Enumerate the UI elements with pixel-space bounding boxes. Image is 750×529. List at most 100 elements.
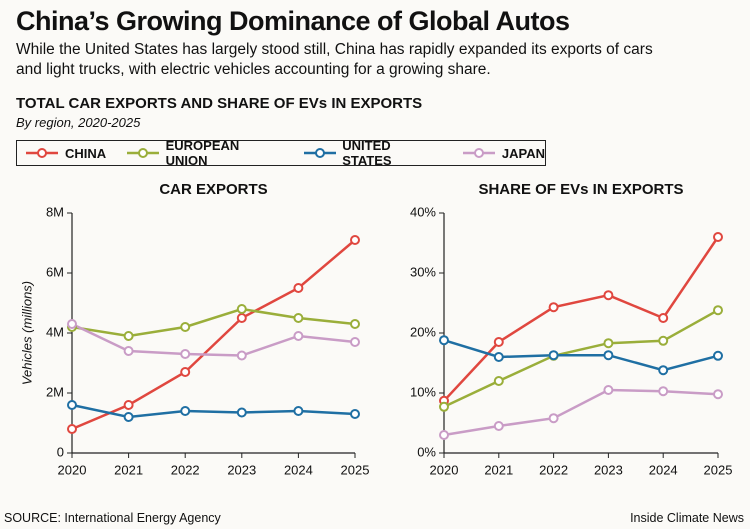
- data-point: [658, 365, 669, 376]
- legend-marker: [314, 148, 325, 158]
- x-tick-label: 2021: [484, 462, 513, 477]
- series-line: [443, 309, 719, 408]
- data-point: [713, 350, 723, 361]
- title: China’s Growing Dominance of Global Auto…: [16, 6, 570, 36]
- series-line: [71, 403, 356, 419]
- y-tick-label: 2M: [46, 384, 64, 399]
- data-point: [713, 389, 723, 400]
- x-tick-label: 2020: [430, 462, 459, 477]
- credit: Inside Climate News: [630, 511, 744, 525]
- data-point: [603, 338, 614, 349]
- data-point: [180, 349, 191, 359]
- data-point: [493, 376, 504, 386]
- data-point: [713, 232, 723, 242]
- legend-marker: [37, 148, 47, 158]
- legend-swatch: [462, 148, 495, 158]
- y-tick-label: 0%: [417, 444, 436, 459]
- subtitle: While the United States has largely stoo…: [16, 41, 653, 78]
- x-tick-label: 2022: [171, 462, 200, 477]
- data-point: [123, 346, 134, 356]
- data-point: [293, 331, 304, 341]
- data-point: [293, 283, 304, 293]
- data-point: [67, 400, 77, 410]
- data-point: [493, 337, 504, 347]
- y-tick-label: 10%: [410, 384, 436, 399]
- x-tick-label: 2022: [539, 462, 568, 477]
- x-tick-label: 2021: [114, 462, 143, 477]
- y-axis-label: Vehicles (millions): [19, 281, 34, 385]
- series-line: [71, 307, 356, 338]
- legend-item: UNITED STATES: [303, 138, 442, 168]
- legend-swatch: [127, 148, 160, 158]
- y-tick-label: 30%: [410, 264, 436, 279]
- data-point: [236, 407, 247, 418]
- y-tick-label: 0: [57, 444, 64, 459]
- data-point: [180, 367, 191, 377]
- x-tick-label: 2025: [704, 462, 733, 477]
- data-point: [236, 304, 247, 314]
- y-tick-label: 40%: [410, 204, 436, 219]
- legend-label: JAPAN: [501, 145, 545, 161]
- data-point: [603, 290, 614, 301]
- data-point: [293, 313, 304, 323]
- data-point: [439, 335, 449, 346]
- data-point: [439, 430, 449, 440]
- legend-swatch: [303, 148, 336, 158]
- series-line: [71, 239, 356, 431]
- section-title: TOTAL CAR EXPORTS AND SHARE OF EVs IN EX…: [16, 95, 423, 112]
- legend-marker: [473, 148, 484, 158]
- data-point: [123, 400, 134, 410]
- y-tick-label: 8M: [46, 204, 64, 219]
- section-subtitle: By region, 2020-2025: [16, 115, 141, 130]
- charts: CAR EXPORTS Vehicles (millions) 0 2M 4M 6M 8M 2…: [19, 181, 733, 477]
- series-line: [443, 236, 720, 402]
- legend-item: EUROPEAN UNION: [126, 138, 283, 168]
- data-point: [350, 409, 360, 419]
- data-point: [350, 337, 360, 347]
- data-point: [180, 322, 191, 332]
- y-tick-label: 20%: [410, 324, 436, 339]
- chart-title: SHARE OF EVs IN EXPORTS: [478, 181, 683, 198]
- x-tick-label: 2020: [58, 462, 87, 477]
- data-point: [180, 406, 191, 416]
- x-tick-label: 2023: [227, 462, 256, 477]
- data-point: [123, 412, 134, 422]
- y-tick-label: 6M: [46, 264, 64, 279]
- data-point: [67, 424, 77, 434]
- data-point: [658, 335, 669, 346]
- data-point: [123, 331, 134, 341]
- x-tick-label: 2024: [649, 462, 678, 477]
- legend-swatch: [26, 148, 58, 158]
- legend-marker: [138, 148, 149, 158]
- data-point: [603, 350, 614, 361]
- data-point: [548, 413, 559, 424]
- data-point: [548, 350, 559, 361]
- legend-item: CHINA: [25, 146, 106, 161]
- series-line: [71, 322, 356, 357]
- data-point: [548, 302, 559, 313]
- data-point: [439, 401, 449, 412]
- data-point: [293, 406, 304, 416]
- series-line: [443, 388, 719, 437]
- x-tick-label: 2025: [341, 462, 370, 477]
- legend-label: EUROPEAN UNION: [165, 138, 240, 168]
- data-point: [658, 313, 669, 323]
- data-point: [350, 319, 360, 329]
- data-point: [350, 235, 360, 245]
- legend-item: JAPAN: [462, 146, 545, 161]
- legend-label: CHINA: [65, 145, 107, 161]
- data-point: [658, 386, 669, 397]
- x-tick-label: 2023: [594, 462, 623, 477]
- data-point: [67, 319, 77, 329]
- data-point: [236, 350, 247, 361]
- data-point: [493, 352, 504, 362]
- legend: CHINA EUROPEAN UNION UNITED STATES JAPAN: [16, 138, 546, 168]
- legend-label: UNITED STATES: [342, 138, 392, 168]
- data-point: [603, 385, 614, 395]
- data-point: [713, 305, 723, 316]
- y-tick-label: 4M: [46, 324, 64, 339]
- data-point: [236, 313, 247, 323]
- source: SOURCE: International Energy Agency: [4, 511, 221, 525]
- series-line: [443, 339, 719, 372]
